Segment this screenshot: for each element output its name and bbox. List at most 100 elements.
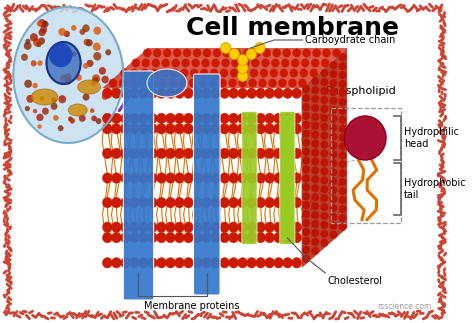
Circle shape (33, 109, 37, 113)
Circle shape (255, 43, 265, 54)
Circle shape (201, 59, 210, 67)
Circle shape (237, 222, 247, 233)
Text: Hydrophilic
head: Hydrophilic head (404, 127, 459, 149)
Circle shape (292, 124, 301, 134)
Circle shape (228, 148, 238, 159)
Circle shape (102, 258, 112, 268)
Circle shape (203, 49, 211, 57)
Circle shape (311, 104, 319, 112)
Circle shape (230, 69, 238, 77)
Text: Phospholipid: Phospholipid (326, 86, 397, 96)
Circle shape (25, 106, 29, 111)
Circle shape (80, 29, 85, 35)
Circle shape (182, 59, 190, 67)
Circle shape (119, 79, 127, 87)
Circle shape (311, 158, 319, 165)
Circle shape (330, 79, 337, 87)
Circle shape (129, 233, 139, 243)
Circle shape (199, 79, 207, 87)
Circle shape (138, 124, 148, 134)
Circle shape (65, 73, 72, 80)
Circle shape (339, 178, 346, 186)
Circle shape (94, 27, 101, 35)
Circle shape (111, 88, 121, 99)
Circle shape (219, 197, 229, 208)
Circle shape (237, 55, 248, 66)
Circle shape (302, 148, 310, 156)
Circle shape (311, 202, 319, 210)
Circle shape (210, 173, 220, 183)
Circle shape (138, 222, 148, 233)
Circle shape (183, 233, 193, 243)
Circle shape (241, 59, 249, 67)
Circle shape (49, 43, 72, 67)
Circle shape (330, 168, 337, 176)
Circle shape (261, 59, 269, 67)
Circle shape (129, 79, 137, 87)
Circle shape (156, 222, 166, 233)
Circle shape (210, 258, 220, 268)
Circle shape (339, 223, 346, 231)
Circle shape (321, 78, 328, 86)
Circle shape (311, 167, 319, 174)
Circle shape (321, 168, 328, 175)
Circle shape (142, 59, 150, 67)
Circle shape (147, 258, 157, 268)
Circle shape (30, 33, 37, 41)
Circle shape (321, 114, 328, 122)
Circle shape (173, 49, 181, 57)
Circle shape (255, 148, 265, 159)
Circle shape (191, 59, 200, 67)
Circle shape (283, 233, 292, 243)
Circle shape (264, 113, 274, 124)
Circle shape (86, 39, 92, 46)
Circle shape (192, 173, 202, 183)
Circle shape (229, 48, 239, 59)
Circle shape (339, 125, 346, 132)
Circle shape (54, 115, 58, 120)
Circle shape (330, 231, 337, 239)
Circle shape (174, 222, 184, 233)
Circle shape (321, 176, 328, 184)
Circle shape (183, 88, 193, 99)
Circle shape (330, 124, 337, 131)
Circle shape (143, 49, 151, 57)
Circle shape (237, 258, 247, 268)
Circle shape (237, 70, 248, 81)
Circle shape (219, 124, 229, 134)
Circle shape (330, 70, 337, 78)
Circle shape (290, 69, 298, 77)
Circle shape (160, 69, 168, 77)
Circle shape (58, 125, 63, 131)
Circle shape (201, 88, 211, 99)
Circle shape (129, 148, 139, 159)
Text: Cell membrane: Cell membrane (186, 16, 399, 40)
Circle shape (238, 79, 246, 87)
Circle shape (311, 131, 319, 139)
Circle shape (273, 173, 283, 183)
Circle shape (231, 59, 239, 67)
Circle shape (255, 258, 265, 268)
Circle shape (311, 122, 319, 130)
Circle shape (70, 118, 74, 123)
Circle shape (91, 116, 97, 121)
Circle shape (311, 193, 319, 201)
Circle shape (292, 148, 301, 159)
Circle shape (91, 80, 97, 86)
Circle shape (99, 67, 106, 74)
Circle shape (172, 59, 180, 67)
Circle shape (83, 63, 88, 68)
Text: Hydrophobic
tail: Hydrophobic tail (404, 178, 465, 200)
Circle shape (330, 142, 337, 150)
Circle shape (311, 59, 319, 67)
Circle shape (302, 166, 310, 173)
Polygon shape (102, 48, 347, 88)
Circle shape (219, 233, 229, 243)
Circle shape (321, 96, 328, 104)
Circle shape (321, 230, 328, 238)
Circle shape (111, 258, 121, 268)
Circle shape (264, 88, 274, 99)
Circle shape (201, 113, 211, 124)
Circle shape (147, 222, 157, 233)
Circle shape (272, 59, 279, 67)
